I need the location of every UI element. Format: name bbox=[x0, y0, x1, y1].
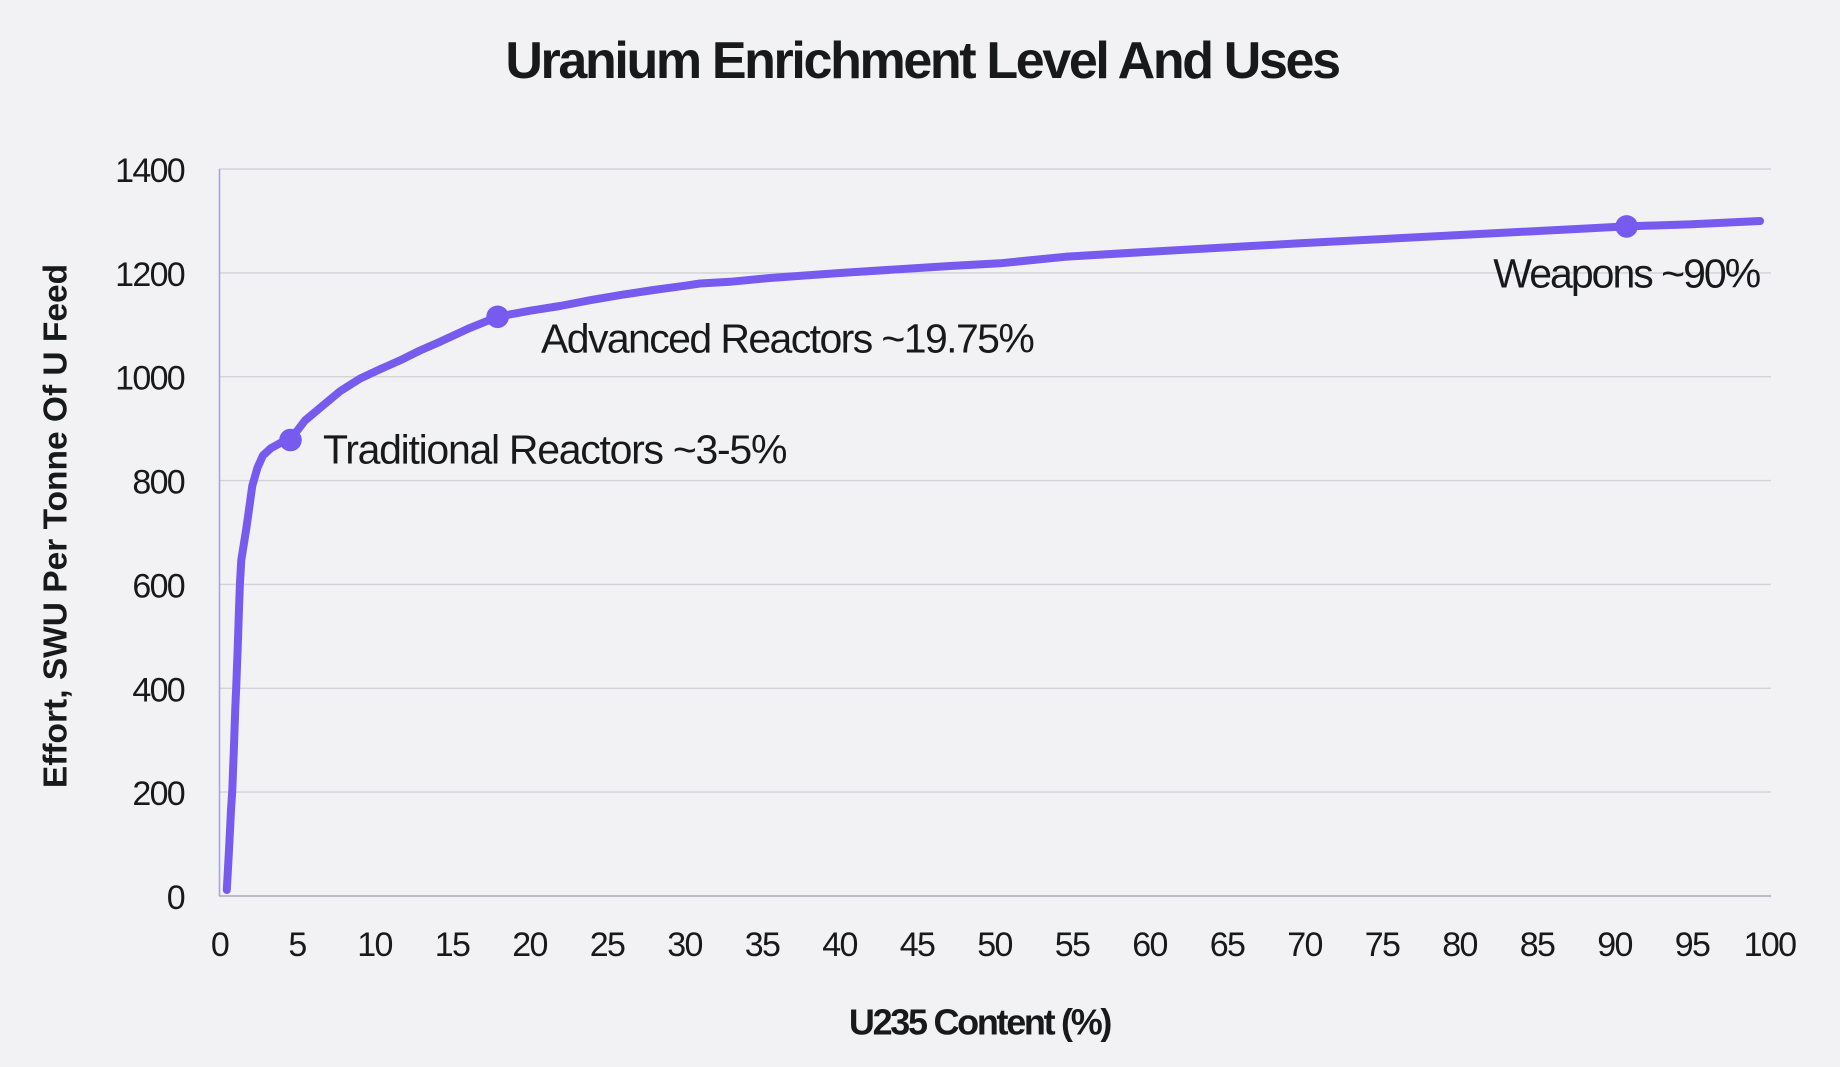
svg-text:Traditional Reactors ~3-5%: Traditional Reactors ~3-5% bbox=[323, 427, 786, 473]
svg-text:Advanced Reactors ~19.75%: Advanced Reactors ~19.75% bbox=[541, 315, 1033, 361]
svg-text:85: 85 bbox=[1520, 926, 1555, 964]
svg-text:400: 400 bbox=[132, 671, 184, 709]
svg-text:5: 5 bbox=[288, 926, 306, 964]
svg-text:45: 45 bbox=[900, 926, 935, 964]
svg-text:Weapons ~90%: Weapons ~90% bbox=[1493, 251, 1759, 297]
svg-text:75: 75 bbox=[1365, 926, 1400, 964]
svg-text:40: 40 bbox=[822, 926, 857, 964]
svg-text:800: 800 bbox=[132, 464, 184, 502]
svg-text:Effort, SWU Per Tonne Of U Fee: Effort, SWU Per Tonne Of U Feed bbox=[37, 264, 74, 788]
svg-text:30: 30 bbox=[667, 926, 702, 964]
svg-text:0: 0 bbox=[167, 879, 185, 917]
svg-text:Uranium Enrichment Level And U: Uranium Enrichment Level And Uses bbox=[505, 32, 1339, 90]
svg-text:95: 95 bbox=[1675, 926, 1710, 964]
svg-text:1400: 1400 bbox=[115, 152, 185, 190]
svg-text:600: 600 bbox=[132, 567, 184, 605]
svg-text:15: 15 bbox=[435, 926, 470, 964]
svg-text:65: 65 bbox=[1210, 926, 1245, 964]
svg-text:80: 80 bbox=[1442, 926, 1477, 964]
svg-text:55: 55 bbox=[1055, 926, 1090, 964]
svg-text:200: 200 bbox=[132, 775, 184, 813]
svg-text:1000: 1000 bbox=[115, 360, 185, 398]
svg-text:70: 70 bbox=[1287, 926, 1322, 964]
svg-text:1200: 1200 bbox=[115, 256, 185, 294]
svg-text:10: 10 bbox=[357, 926, 392, 964]
svg-text:25: 25 bbox=[590, 926, 625, 964]
svg-text:20: 20 bbox=[512, 926, 547, 964]
svg-text:100: 100 bbox=[1744, 926, 1796, 964]
svg-text:50: 50 bbox=[977, 926, 1012, 964]
svg-text:U235 Content (%): U235 Content (%) bbox=[849, 1002, 1112, 1043]
svg-text:0: 0 bbox=[211, 926, 229, 964]
svg-text:60: 60 bbox=[1132, 926, 1167, 964]
svg-text:35: 35 bbox=[745, 926, 780, 964]
svg-text:90: 90 bbox=[1597, 926, 1632, 964]
